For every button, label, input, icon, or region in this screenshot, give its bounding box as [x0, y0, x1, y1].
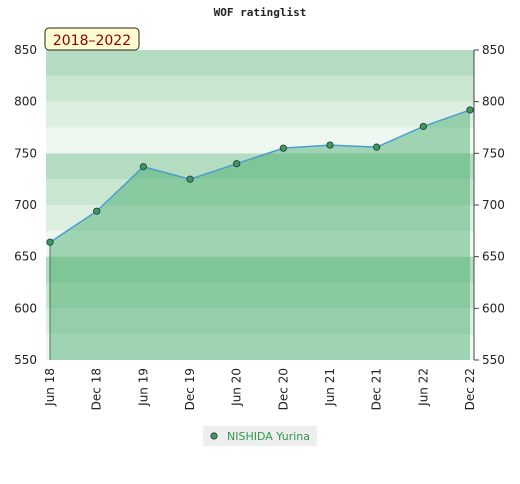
- y2-tick-label: 600: [482, 301, 505, 315]
- y-tick-label: 600: [14, 301, 37, 315]
- plot-band: [46, 334, 474, 360]
- y-tick-label: 750: [14, 146, 37, 160]
- plot-band: [46, 50, 474, 76]
- legend-marker: [210, 432, 218, 440]
- x-tick-label: Jun 19: [136, 368, 150, 407]
- legend-label: NISHIDA Yurina: [227, 430, 310, 443]
- y2-tick-label: 850: [482, 43, 505, 57]
- plot-band: [46, 101, 474, 128]
- y2-tick-label: 750: [482, 146, 505, 160]
- x-tick-label: Dec 22: [463, 368, 477, 410]
- y2-tick-label: 650: [482, 250, 505, 264]
- marker: [233, 160, 241, 168]
- plot-band: [46, 153, 474, 180]
- y2-tick-label: 550: [482, 353, 505, 367]
- plot-band: [46, 282, 474, 309]
- plot-bands: [46, 50, 474, 360]
- plot-band: [46, 256, 474, 283]
- plot-band: [46, 230, 474, 257]
- plot-band: [46, 205, 474, 231]
- y-tick-label: 850: [14, 43, 37, 57]
- marker: [326, 141, 334, 149]
- x-tick-label: Jun 22: [416, 368, 430, 407]
- y2-tick-label: 700: [482, 198, 505, 212]
- y-tick-label: 700: [14, 198, 37, 212]
- x-tick-label: Dec 20: [276, 368, 290, 410]
- marker: [46, 238, 54, 246]
- marker: [466, 106, 474, 114]
- annotation-box: [44, 27, 140, 51]
- x-tick-label: Jun 20: [230, 368, 244, 407]
- x-tick-label: Dec 19: [183, 368, 197, 410]
- marker: [93, 207, 101, 215]
- area-fill: [50, 109, 470, 360]
- plot-band: [46, 75, 474, 102]
- x-tick-label: Jun 21: [323, 368, 337, 407]
- y-tick-label: 800: [14, 95, 37, 109]
- annotation: 2018–2022: [53, 33, 131, 49]
- plot-band: [46, 308, 474, 335]
- y-tick-label: 650: [14, 250, 37, 264]
- x-tick-label: Dec 21: [370, 368, 384, 410]
- marker: [419, 122, 427, 131]
- x-tick-label: Jun 18: [43, 368, 57, 407]
- marker: [279, 144, 287, 152]
- x-tick-label: Dec 18: [90, 368, 104, 410]
- y2-tick-label: 800: [482, 95, 505, 109]
- marker: [139, 163, 147, 171]
- marker: [373, 143, 381, 151]
- chart-title: WOF ratinglist: [214, 6, 307, 19]
- plot-band: [46, 127, 474, 154]
- y-tick-label: 550: [14, 353, 37, 367]
- legend-box: [203, 426, 317, 446]
- line: [49, 109, 471, 243]
- marker: [186, 175, 194, 183]
